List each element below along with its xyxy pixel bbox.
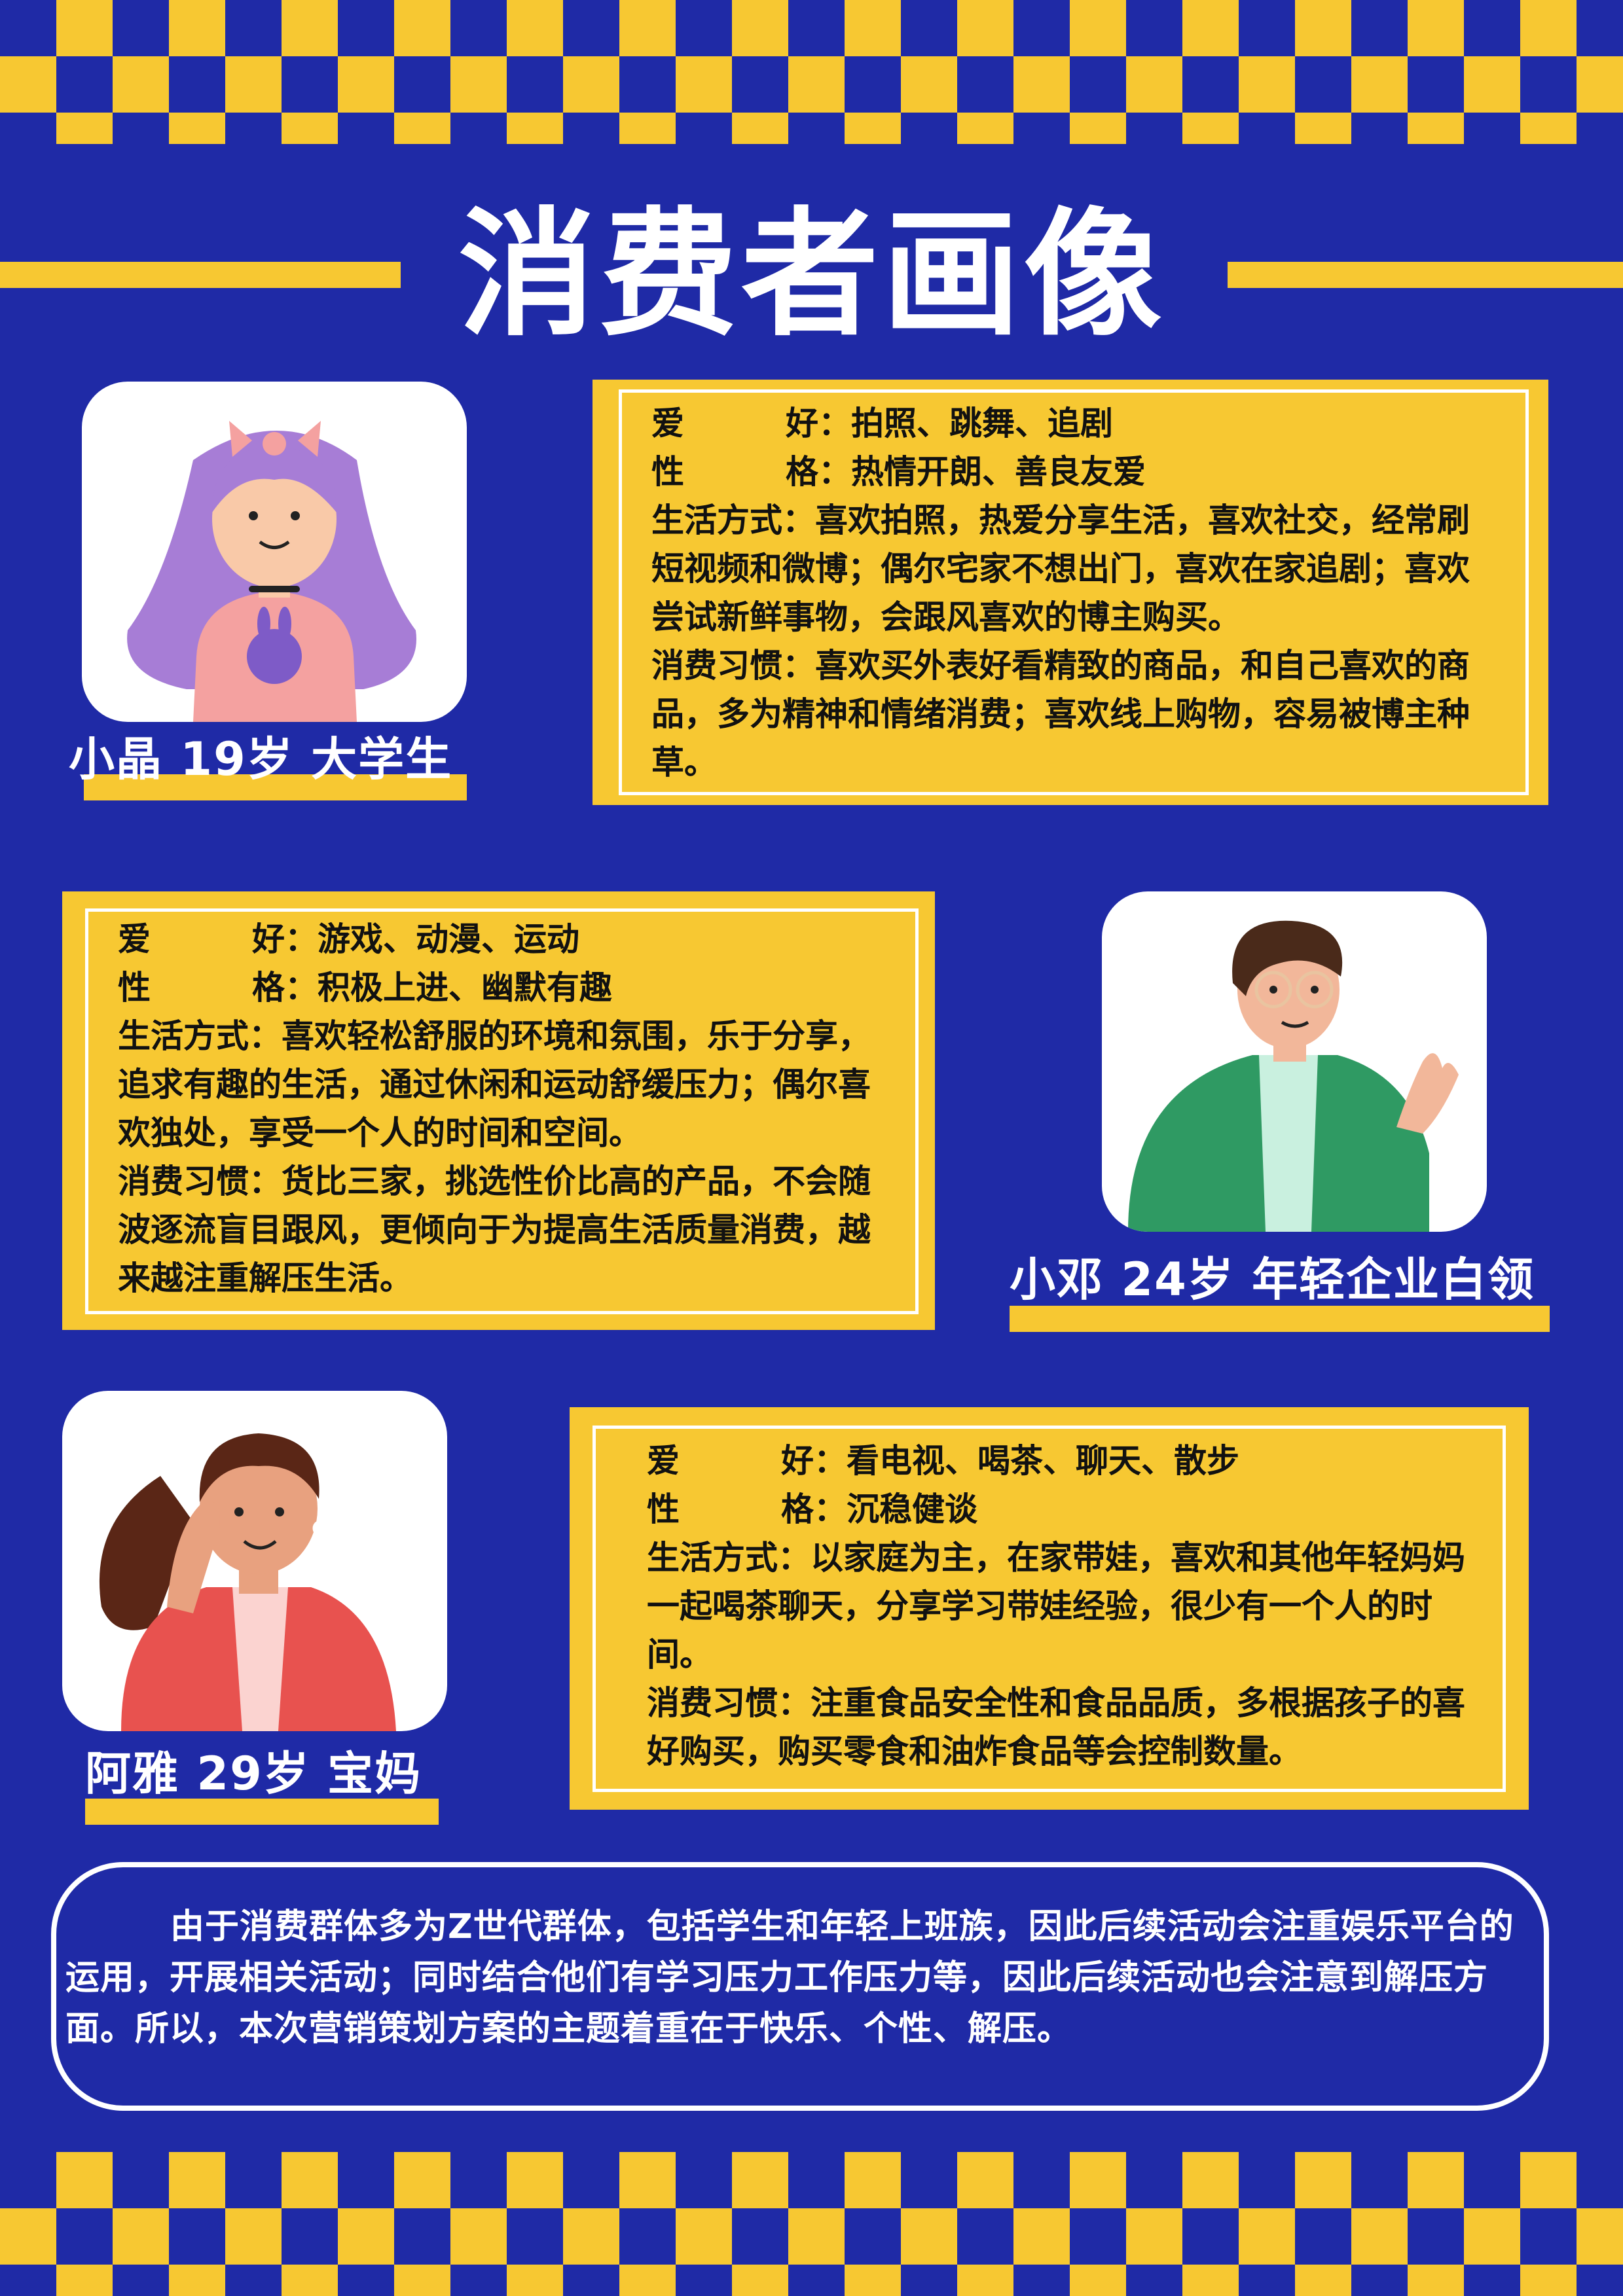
lifestyle-label: 生活方式 (651, 501, 782, 539)
checker-border-bottom (0, 2152, 1623, 2296)
summary-text: 由于消费群体多为Z世代群体，包括学生和年轻上班族，因此后续活动会注重娱乐平台的运… (65, 1907, 1514, 2049)
personality-label: 性格 (651, 453, 818, 491)
persona-name-2: 小邓 24岁 年轻企业白领 (1010, 1253, 1535, 1306)
persona-lifestyle-3: 以家庭为主，在家带娃，喜欢和其他年轻妈妈一起喝茶聊天，分享学习带娃经验，很少有一… (647, 1539, 1465, 1674)
persona-info-box-2 (62, 891, 935, 1330)
persona-info-frame-1 (619, 389, 1529, 795)
persona-personality-1: 热情开朗、善良友爱 (851, 453, 1146, 491)
persona-consumption-1: 喜欢买外表好看精致的商品，和自己喜欢的商品，多为精神和情绪消费；喜欢线上购物，容… (651, 647, 1470, 781)
girl-purple-hair-icon (127, 421, 416, 722)
persona-hobby-2: 游戏、动漫、运动 (318, 920, 579, 958)
persona-info-frame-2 (85, 908, 919, 1314)
page-title: 消费者画像 (458, 194, 1165, 355)
persona-consumption-2: 货比三家，挑选性价比高的产品，不会随波逐流盲目跟风，更倾向于为提高生活质量消费，… (118, 1162, 871, 1297)
persona-info-box-1 (593, 380, 1548, 805)
avatar-card-2 (1102, 891, 1487, 1232)
persona-lifestyle-1: 喜欢拍照，热爱分享生活，喜欢社交，经常刷短视频和微博；偶尔宅家不想出门，喜欢在家… (651, 501, 1470, 636)
persona-info-box-3 (570, 1407, 1529, 1810)
avatar-card-1 (82, 382, 467, 722)
persona-name-3: 阿雅 29岁 宝妈 (85, 1747, 422, 1801)
persona-lifestyle-2: 喜欢轻松舒服的环境和氛围，乐于分享，追求有趣的生活，通过休闲和运动舒缓压力；偶尔… (118, 1017, 871, 1152)
name-underline-2 (1010, 1306, 1550, 1332)
summary-frame (51, 1862, 1549, 2111)
name-underline-1 (84, 774, 467, 800)
persona-consumption-3: 注重食品安全性和食品品质，多根据孩子的喜好购买，购买零食和油炸食品等会控制数量。 (647, 1684, 1465, 1770)
persona-personality-3: 沉稳健谈 (847, 1490, 977, 1528)
name-underline-3 (85, 1799, 439, 1825)
title-line-left (0, 262, 401, 288)
checker-border-top (0, 0, 1623, 144)
persona-hobby-3: 看电视、喝茶、聊天、散步 (847, 1442, 1239, 1480)
man-glasses-icon (1128, 920, 1459, 1232)
title-line-right (1228, 262, 1623, 288)
avatar-card-3 (62, 1391, 447, 1731)
persona-hobby-1: 拍照、跳舞、追剧 (851, 404, 1113, 442)
persona-info-text-1: 爱好：拍照、跳舞、追剧 性格：热情开朗、善良友爱 生活方式：喜欢拍照，热爱分享生… (651, 399, 1496, 787)
consumption-label: 消费习惯 (651, 647, 782, 685)
hobby-label: 爱好 (651, 404, 818, 442)
persona-name-1: 小晶 19岁 大学生 (69, 732, 453, 786)
woman-listening-icon (99, 1433, 396, 1731)
persona-personality-2: 积极上进、幽默有趣 (318, 969, 612, 1007)
persona-info-text-2: 爱好：游戏、动漫、运动 性格：积极上进、幽默有趣 生活方式：喜欢轻松舒服的环境和… (118, 920, 871, 1297)
persona-info-frame-3 (593, 1426, 1506, 1792)
persona-info-text-3: 爱好：看电视、喝茶、聊天、散步 性格：沉稳健谈 生活方式：以家庭为主，在家带娃，… (647, 1442, 1465, 1770)
